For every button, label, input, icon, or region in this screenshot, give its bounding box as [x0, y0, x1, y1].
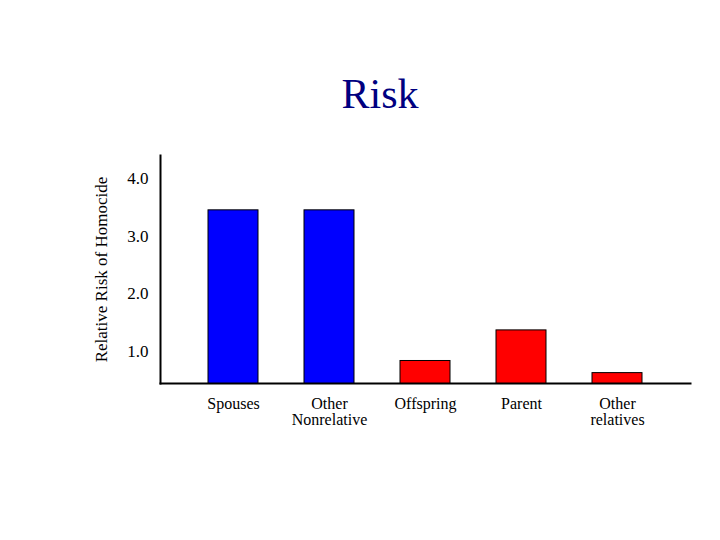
- svg-text:1.0: 1.0: [127, 342, 148, 361]
- svg-text:OtherNonrelative: OtherNonrelative: [292, 395, 368, 428]
- svg-text:Offspring: Offspring: [395, 395, 457, 413]
- svg-text:2.0: 2.0: [127, 284, 148, 303]
- svg-text:4.0: 4.0: [127, 169, 148, 188]
- svg-text:Relative Risk of Homocide: Relative Risk of Homocide: [92, 177, 111, 363]
- svg-text:Spouses: Spouses: [207, 395, 259, 413]
- svg-text:3.0: 3.0: [127, 227, 148, 246]
- html-text:Risk: Risk: [341, 71, 419, 117]
- svg-text:Otherrelatives: Otherrelatives: [590, 395, 644, 428]
- svg-text:Parent: Parent: [501, 395, 542, 412]
